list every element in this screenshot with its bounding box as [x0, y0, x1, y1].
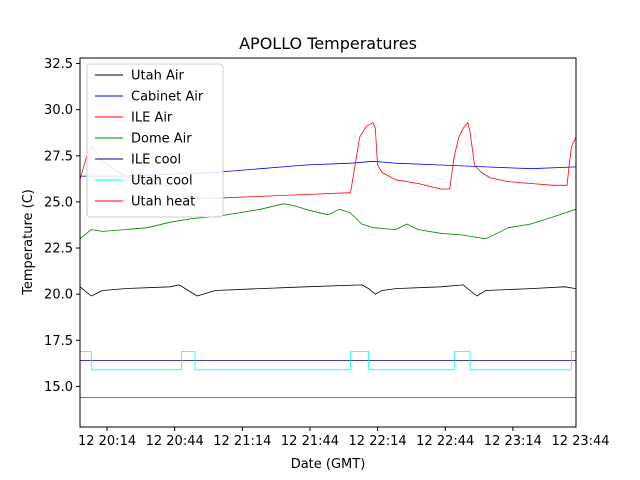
legend-label-utah-cool: Utah cool [131, 174, 193, 189]
series-line-dome-air [80, 203, 576, 240]
y-tick-label-4: 25.0 [44, 195, 73, 210]
legend-label-ile-cool: ILE cool [131, 153, 181, 168]
legend-label-utah-heat: Utah heat [131, 195, 195, 210]
y-tick-label-5: 27.5 [44, 149, 73, 164]
y-tick-label-2: 20.0 [44, 288, 73, 303]
x-tick-label-4: 12 22:14 [349, 434, 407, 449]
y-axis-label: Temperature (C) [21, 189, 36, 296]
legend-box [86, 63, 224, 218]
legend-label-cabinet-air: Cabinet Air [131, 90, 204, 105]
x-axis-label: Date (GMT) [291, 457, 366, 472]
x-tick-label-2: 12 21:14 [213, 434, 271, 449]
x-tick-label-7: 12 23:44 [551, 434, 609, 449]
chart-title: APOLLO Temperatures [239, 34, 417, 53]
x-tick-label-6: 12 23:14 [484, 434, 542, 449]
series-line-utah-air [80, 284, 576, 297]
x-tick-label-1: 12 20:44 [146, 434, 204, 449]
series-line-utah-cool [80, 350, 576, 371]
legend-label-utah-air: Utah Air [131, 69, 184, 84]
x-tick-label-3: 12 21:44 [281, 434, 339, 449]
y-axis-ticks: 15.0 17.5 20.0 22.5 25.0 27.5 30.0 32.5 [44, 57, 80, 395]
legend: Utah Air Cabinet Air ILE Air Dome Air ILE co… [86, 63, 224, 218]
legend-label-ile-air: ILE Air [131, 111, 173, 126]
x-axis-ticks: 12 20:14 12 20:44 12 21:14 12 21:44 12 22:14… [78, 427, 610, 449]
y-tick-label-3: 22.5 [44, 242, 73, 257]
x-tick-label-5: 12 22:44 [416, 434, 474, 449]
plot-frame [79, 57, 577, 428]
y-tick-label-1: 17.5 [44, 334, 73, 349]
legend-label-dome-air: Dome Air [131, 132, 192, 147]
y-tick-label-7: 32.5 [44, 57, 73, 72]
y-tick-label-0: 15.0 [44, 380, 73, 395]
y-tick-label-6: 30.0 [44, 103, 73, 118]
x-tick-label-0: 12 20:14 [78, 434, 136, 449]
